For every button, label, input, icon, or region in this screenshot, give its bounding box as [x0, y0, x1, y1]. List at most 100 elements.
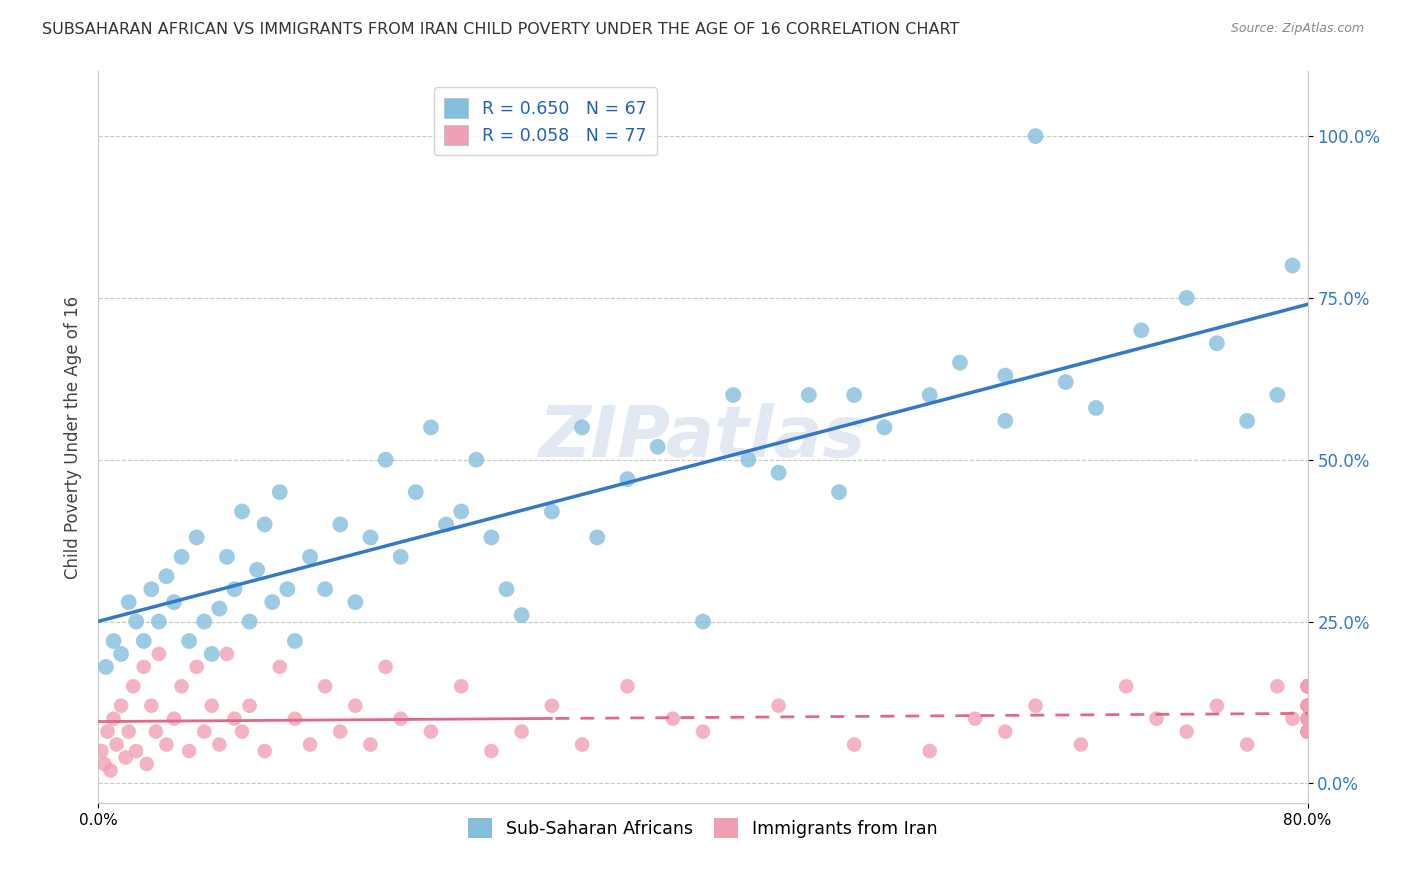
Point: [571, 738, 593, 752]
Point: [661, 712, 683, 726]
Point: [994, 724, 1017, 739]
Point: [540, 698, 562, 713]
Point: [1054, 375, 1077, 389]
Point: [1024, 698, 1046, 713]
Point: [1296, 698, 1319, 713]
Point: [1296, 679, 1319, 693]
Point: [125, 744, 148, 758]
Point: [918, 388, 941, 402]
Point: [434, 517, 457, 532]
Point: [170, 549, 193, 564]
Point: [1267, 679, 1289, 693]
Point: [374, 660, 396, 674]
Legend: Sub-Saharan Africans, Immigrants from Iran: Sub-Saharan Africans, Immigrants from Ir…: [461, 812, 945, 846]
Point: [262, 595, 284, 609]
Point: [768, 698, 790, 713]
Point: [201, 647, 224, 661]
Point: [344, 595, 367, 609]
Point: [132, 634, 155, 648]
Point: [253, 744, 276, 758]
Point: [918, 744, 941, 758]
Point: [141, 582, 163, 597]
Point: [90, 744, 112, 758]
Point: [186, 530, 208, 544]
Point: [510, 724, 533, 739]
Point: [723, 388, 745, 402]
Point: [253, 517, 276, 532]
Point: [994, 368, 1017, 383]
Point: [186, 660, 208, 674]
Point: [118, 724, 141, 739]
Point: [1296, 724, 1319, 739]
Point: [201, 698, 224, 713]
Point: [616, 472, 638, 486]
Point: [1085, 401, 1108, 415]
Point: [692, 724, 714, 739]
Point: [949, 356, 972, 370]
Point: [170, 679, 193, 693]
Point: [314, 679, 336, 693]
Point: [1175, 291, 1198, 305]
Point: [450, 679, 472, 693]
Point: [1130, 323, 1153, 337]
Point: [647, 440, 669, 454]
Point: [797, 388, 820, 402]
Point: [179, 744, 201, 758]
Point: [93, 756, 115, 771]
Point: [179, 634, 201, 648]
Point: [1206, 336, 1229, 351]
Point: [1296, 724, 1319, 739]
Point: [100, 764, 122, 778]
Point: [1296, 724, 1319, 739]
Point: [1267, 388, 1289, 402]
Point: [239, 698, 262, 713]
Point: [1296, 679, 1319, 693]
Point: [1206, 698, 1229, 713]
Point: [299, 549, 322, 564]
Point: [1236, 414, 1258, 428]
Point: [284, 712, 307, 726]
Text: Source: ZipAtlas.com: Source: ZipAtlas.com: [1230, 22, 1364, 36]
Point: [94, 660, 117, 674]
Point: [374, 452, 396, 467]
Point: [231, 504, 253, 518]
Point: [110, 647, 132, 661]
Point: [1296, 712, 1319, 726]
Text: SUBSAHARAN AFRICAN VS IMMIGRANTS FROM IRAN CHILD POVERTY UNDER THE AGE OF 16 COR: SUBSAHARAN AFRICAN VS IMMIGRANTS FROM IR…: [42, 22, 959, 37]
Point: [155, 738, 177, 752]
Point: [122, 679, 145, 693]
Point: [571, 420, 593, 434]
Point: [163, 712, 186, 726]
Point: [1146, 712, 1168, 726]
Point: [510, 608, 533, 623]
Point: [1296, 712, 1319, 726]
Point: [269, 660, 291, 674]
Point: [299, 738, 322, 752]
Point: [155, 569, 177, 583]
Point: [284, 634, 307, 648]
Point: [105, 738, 128, 752]
Point: [450, 504, 472, 518]
Point: [193, 724, 215, 739]
Point: [132, 660, 155, 674]
Point: [1115, 679, 1137, 693]
Point: [276, 582, 298, 597]
Point: [360, 530, 382, 544]
Point: [148, 647, 170, 661]
Point: [994, 414, 1017, 428]
Point: [360, 738, 382, 752]
Point: [405, 485, 427, 500]
Point: [1281, 259, 1303, 273]
Point: [389, 549, 412, 564]
Point: [141, 698, 163, 713]
Point: [692, 615, 714, 629]
Point: [344, 698, 367, 713]
Point: [239, 615, 262, 629]
Point: [224, 582, 246, 597]
Point: [1175, 724, 1198, 739]
Point: [540, 504, 562, 518]
Point: [246, 563, 269, 577]
Point: [1296, 698, 1319, 713]
Point: [844, 738, 866, 752]
Point: [465, 452, 488, 467]
